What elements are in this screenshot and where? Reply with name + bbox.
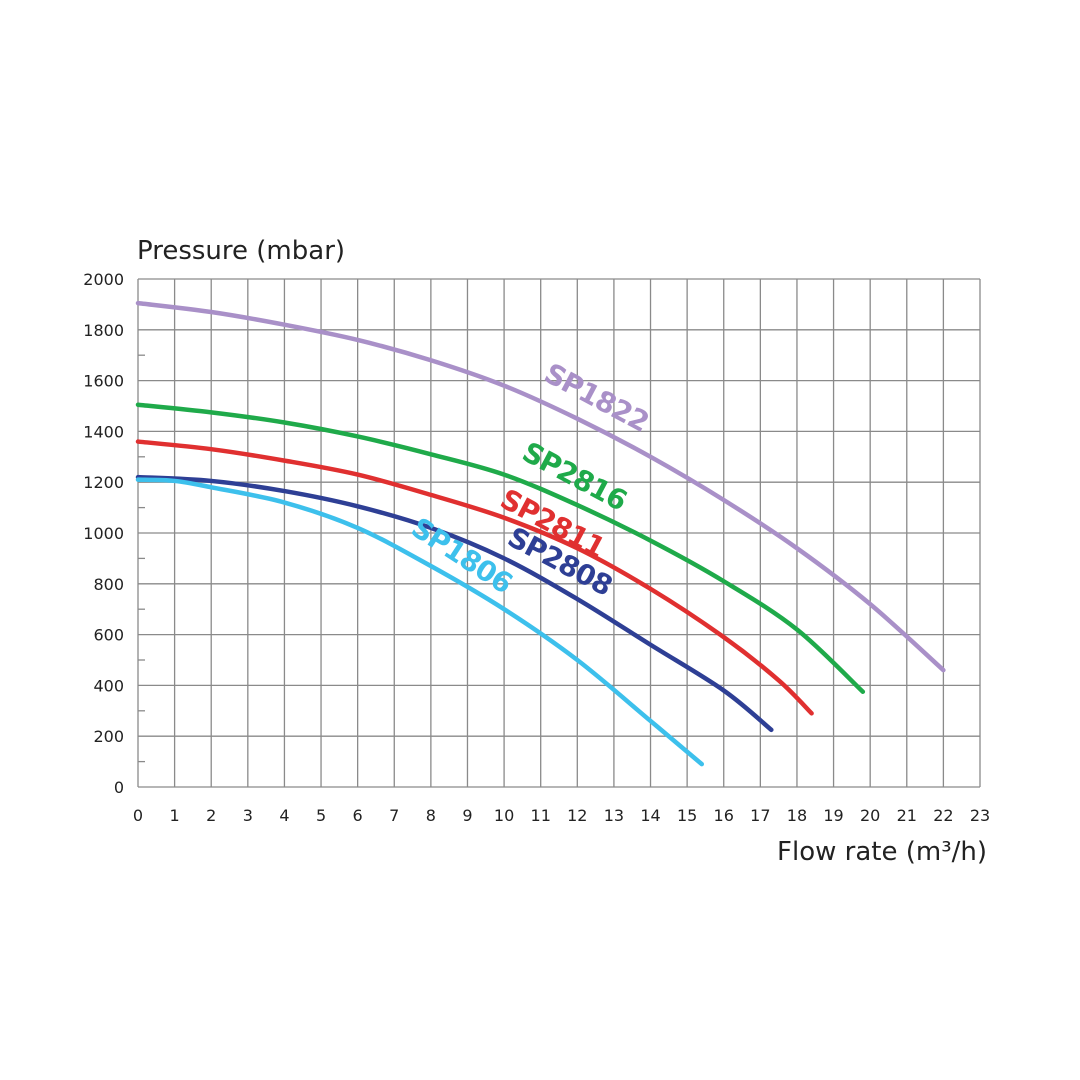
x-tick-label: 11: [531, 806, 551, 825]
series-line-sp1806: [135, 477, 705, 767]
x-tick-label: 12: [567, 806, 587, 825]
y-tick-label: 1400: [83, 422, 124, 441]
series-line-sp2816: [135, 402, 866, 694]
x-tick-label: 10: [494, 806, 514, 825]
x-tick-label: 8: [426, 806, 436, 825]
y-tick-label: 1600: [83, 372, 124, 391]
y-tick-label: 2000: [83, 270, 124, 289]
y-tick-label: 1000: [83, 524, 124, 543]
series-line-sp1822: [135, 300, 946, 673]
x-tick-label: 6: [353, 806, 363, 825]
series-lines: [135, 300, 946, 767]
grid: [137, 278, 981, 788]
x-tick-label: 23: [970, 806, 990, 825]
x-tick-label: 0: [133, 806, 143, 825]
x-tick-label: 16: [714, 806, 734, 825]
x-tick-label: 19: [823, 806, 843, 825]
y-tick-label: 800: [93, 575, 124, 594]
x-tick-label: 4: [279, 806, 289, 825]
y-tick-label: 1800: [83, 321, 124, 340]
x-tick-label: 20: [860, 806, 880, 825]
x-tick-label: 1: [170, 806, 180, 825]
series-line-sp2811: [135, 439, 814, 716]
x-tick-label: 7: [389, 806, 399, 825]
x-tick-label: 15: [677, 806, 697, 825]
series-line-sp2808: [135, 474, 774, 733]
x-tick-label: 18: [787, 806, 807, 825]
y-tick-label: 600: [93, 626, 124, 645]
x-tick-label: 9: [462, 806, 472, 825]
x-tick-label: 2: [206, 806, 216, 825]
y-tick-labels: 0 200 400 600 800 1000 1200 1400 1600 1800 2000: [83, 270, 124, 797]
y-tick-label: 400: [93, 676, 124, 695]
x-tick-labels: 0 1 2 3 4 5 6 7 8 9 10 11 12 13 14 15 16 17 18 19 20 21 22 23: [133, 806, 990, 825]
y-tick-label: 200: [93, 727, 124, 746]
x-axis-title: Flow rate (m³/h): [777, 837, 987, 867]
y-tick-label: 0: [114, 778, 124, 797]
x-tick-label: 17: [750, 806, 770, 825]
x-tick-label: 13: [604, 806, 624, 825]
x-tick-label: 3: [243, 806, 253, 825]
x-tick-label: 14: [640, 806, 660, 825]
x-tick-label: 5: [316, 806, 326, 825]
x-tick-label: 21: [897, 806, 917, 825]
y-axis-title: Pressure (mbar): [137, 236, 345, 266]
y-tick-label: 1200: [83, 473, 124, 492]
x-tick-label: 22: [933, 806, 953, 825]
